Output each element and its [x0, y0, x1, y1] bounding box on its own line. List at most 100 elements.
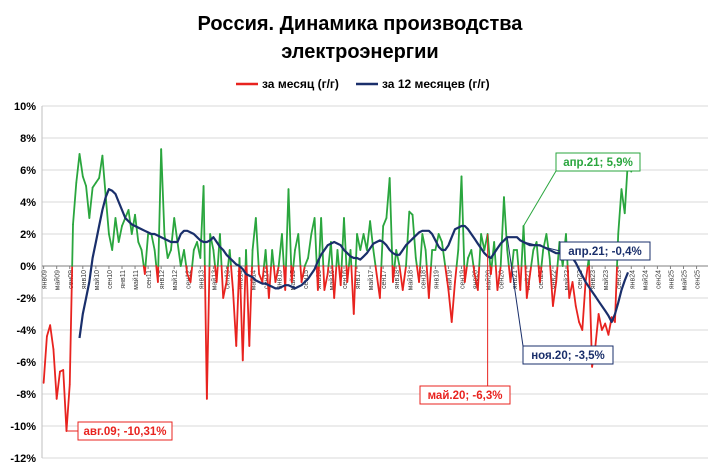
x-tick-label: сен13	[224, 270, 231, 289]
x-tick-label: янв11	[120, 270, 127, 289]
x-tick-label: янв19	[433, 270, 440, 289]
annotation-leader	[523, 170, 557, 227]
series-monthly-segment	[245, 249, 248, 267]
series-monthly-segment	[470, 249, 475, 267]
series-monthly-segment	[209, 233, 215, 251]
series-monthly-segment	[447, 289, 453, 323]
series-monthly-segment	[496, 265, 502, 291]
legend-label-annual: за 12 месяцев (г/г)	[382, 77, 490, 91]
annotation-label: ноя.20; -3,5%	[531, 350, 605, 362]
x-tick-label: сен25	[695, 270, 702, 289]
series-monthly-segment	[143, 265, 147, 275]
series-monthly-segment	[235, 265, 241, 347]
series-monthly-segment	[450, 281, 456, 323]
series-monthly-segment	[382, 217, 388, 227]
series-monthly-segment	[137, 241, 143, 251]
x-tick-label: май17	[367, 270, 375, 291]
x-tick-label: сен17	[381, 270, 388, 289]
series-monthly-segment	[173, 217, 179, 243]
series-monthly-segment	[267, 265, 272, 299]
series-annual-line	[78, 188, 630, 339]
series-monthly-segment	[511, 249, 515, 267]
series-monthly-segment	[274, 265, 280, 283]
series-monthly-segment	[62, 369, 68, 432]
series-monthly	[42, 148, 633, 432]
series-monthly-segment	[322, 265, 326, 291]
series-monthly-segment	[555, 265, 559, 283]
series-monthly-segment	[336, 249, 340, 267]
series-monthly-segment	[297, 233, 302, 267]
annotations: авг.09; -10,31% май.20; -6,3% апр.21; 5,9%…	[66, 152, 651, 441]
annotation-label: май.20; -6,3%	[428, 390, 503, 402]
series-monthly-segment	[254, 217, 260, 267]
series-monthly-segment	[202, 185, 206, 267]
annotation-box	[559, 241, 651, 261]
series-monthly-segment	[392, 265, 396, 283]
x-tick-label: янв23	[590, 270, 597, 289]
series-monthly-segment	[374, 265, 378, 275]
chart-title-line-2: электроэнергии	[281, 41, 438, 63]
series-monthly-segment	[466, 257, 469, 267]
series-monthly-segment	[91, 181, 97, 189]
series-monthly-segment	[339, 265, 343, 287]
series-monthly-segment	[365, 220, 372, 251]
series-monthly-segment	[287, 188, 293, 267]
series-monthly-segment	[524, 265, 528, 299]
series-monthly-segment	[540, 249, 545, 267]
series-monthly-segment	[320, 217, 325, 267]
x-tick-label: сен24	[655, 270, 662, 289]
x-tick-label: янв09	[42, 270, 49, 289]
x-tick-label: сен19	[460, 270, 467, 289]
series-monthly-segment	[597, 313, 603, 331]
series-monthly-segment	[457, 175, 463, 251]
series-monthly-segment	[271, 249, 275, 267]
legend-label-monthly: за месяц (г/г)	[262, 77, 339, 91]
x-tick-label: сен20	[499, 270, 506, 289]
series-monthly-segment	[584, 265, 589, 283]
series-monthly-segment	[225, 265, 229, 283]
annotation-box	[419, 385, 511, 405]
series-monthly-segment	[313, 217, 318, 267]
series-monthly-segment	[245, 265, 251, 347]
series-annual	[78, 188, 630, 339]
x-tick-label: май18	[406, 270, 414, 291]
annotation-box	[522, 345, 614, 365]
series-monthly-segment	[372, 249, 377, 267]
y-tick-label: -2%	[16, 293, 36, 305]
series-monthly-segment	[441, 241, 447, 267]
series-monthly-segment	[121, 217, 127, 227]
series-monthly-segment	[205, 265, 211, 400]
legend: за месяц (г/г) за 12 месяцев (г/г)	[236, 77, 490, 91]
x-tick-label: янв18	[394, 270, 401, 289]
y-tick-label: 0%	[20, 261, 36, 273]
series-monthly-segment	[222, 281, 228, 299]
series-monthly-segment	[326, 265, 330, 275]
series-monthly-segment	[144, 233, 150, 267]
series-monthly-segment	[68, 265, 74, 386]
x-tick-label: янв16	[316, 270, 323, 289]
series-monthly-segment	[114, 217, 120, 243]
series-monthly-segment	[212, 249, 216, 267]
series-monthly-segment	[549, 265, 554, 307]
series-monthly-segment	[140, 249, 145, 267]
series-monthly-segment	[499, 196, 505, 267]
series-monthly-segment	[85, 185, 91, 219]
annotation-box	[555, 152, 641, 172]
series-monthly-segment	[359, 233, 365, 251]
series-monthly-segment	[88, 186, 94, 219]
series-monthly-segment	[303, 257, 309, 267]
series-monthly-segment	[424, 249, 428, 267]
series-monthly-segment	[150, 233, 156, 251]
annotation-label: апр.21; 5,9%	[563, 157, 633, 169]
x-tick-label: май13	[210, 270, 218, 291]
series-monthly-segment	[352, 265, 357, 315]
series-monthly-segment	[354, 233, 358, 267]
x-tick-label: май09	[54, 270, 62, 291]
series-monthly-segment	[454, 265, 458, 283]
chart-title: Россия. Динамика производства электроэне…	[198, 13, 524, 63]
x-tick-label: янв21	[512, 270, 519, 289]
x-tick-label: янв25	[668, 270, 675, 289]
series-monthly-segment	[72, 181, 78, 226]
y-tick-label: -4%	[16, 325, 36, 337]
